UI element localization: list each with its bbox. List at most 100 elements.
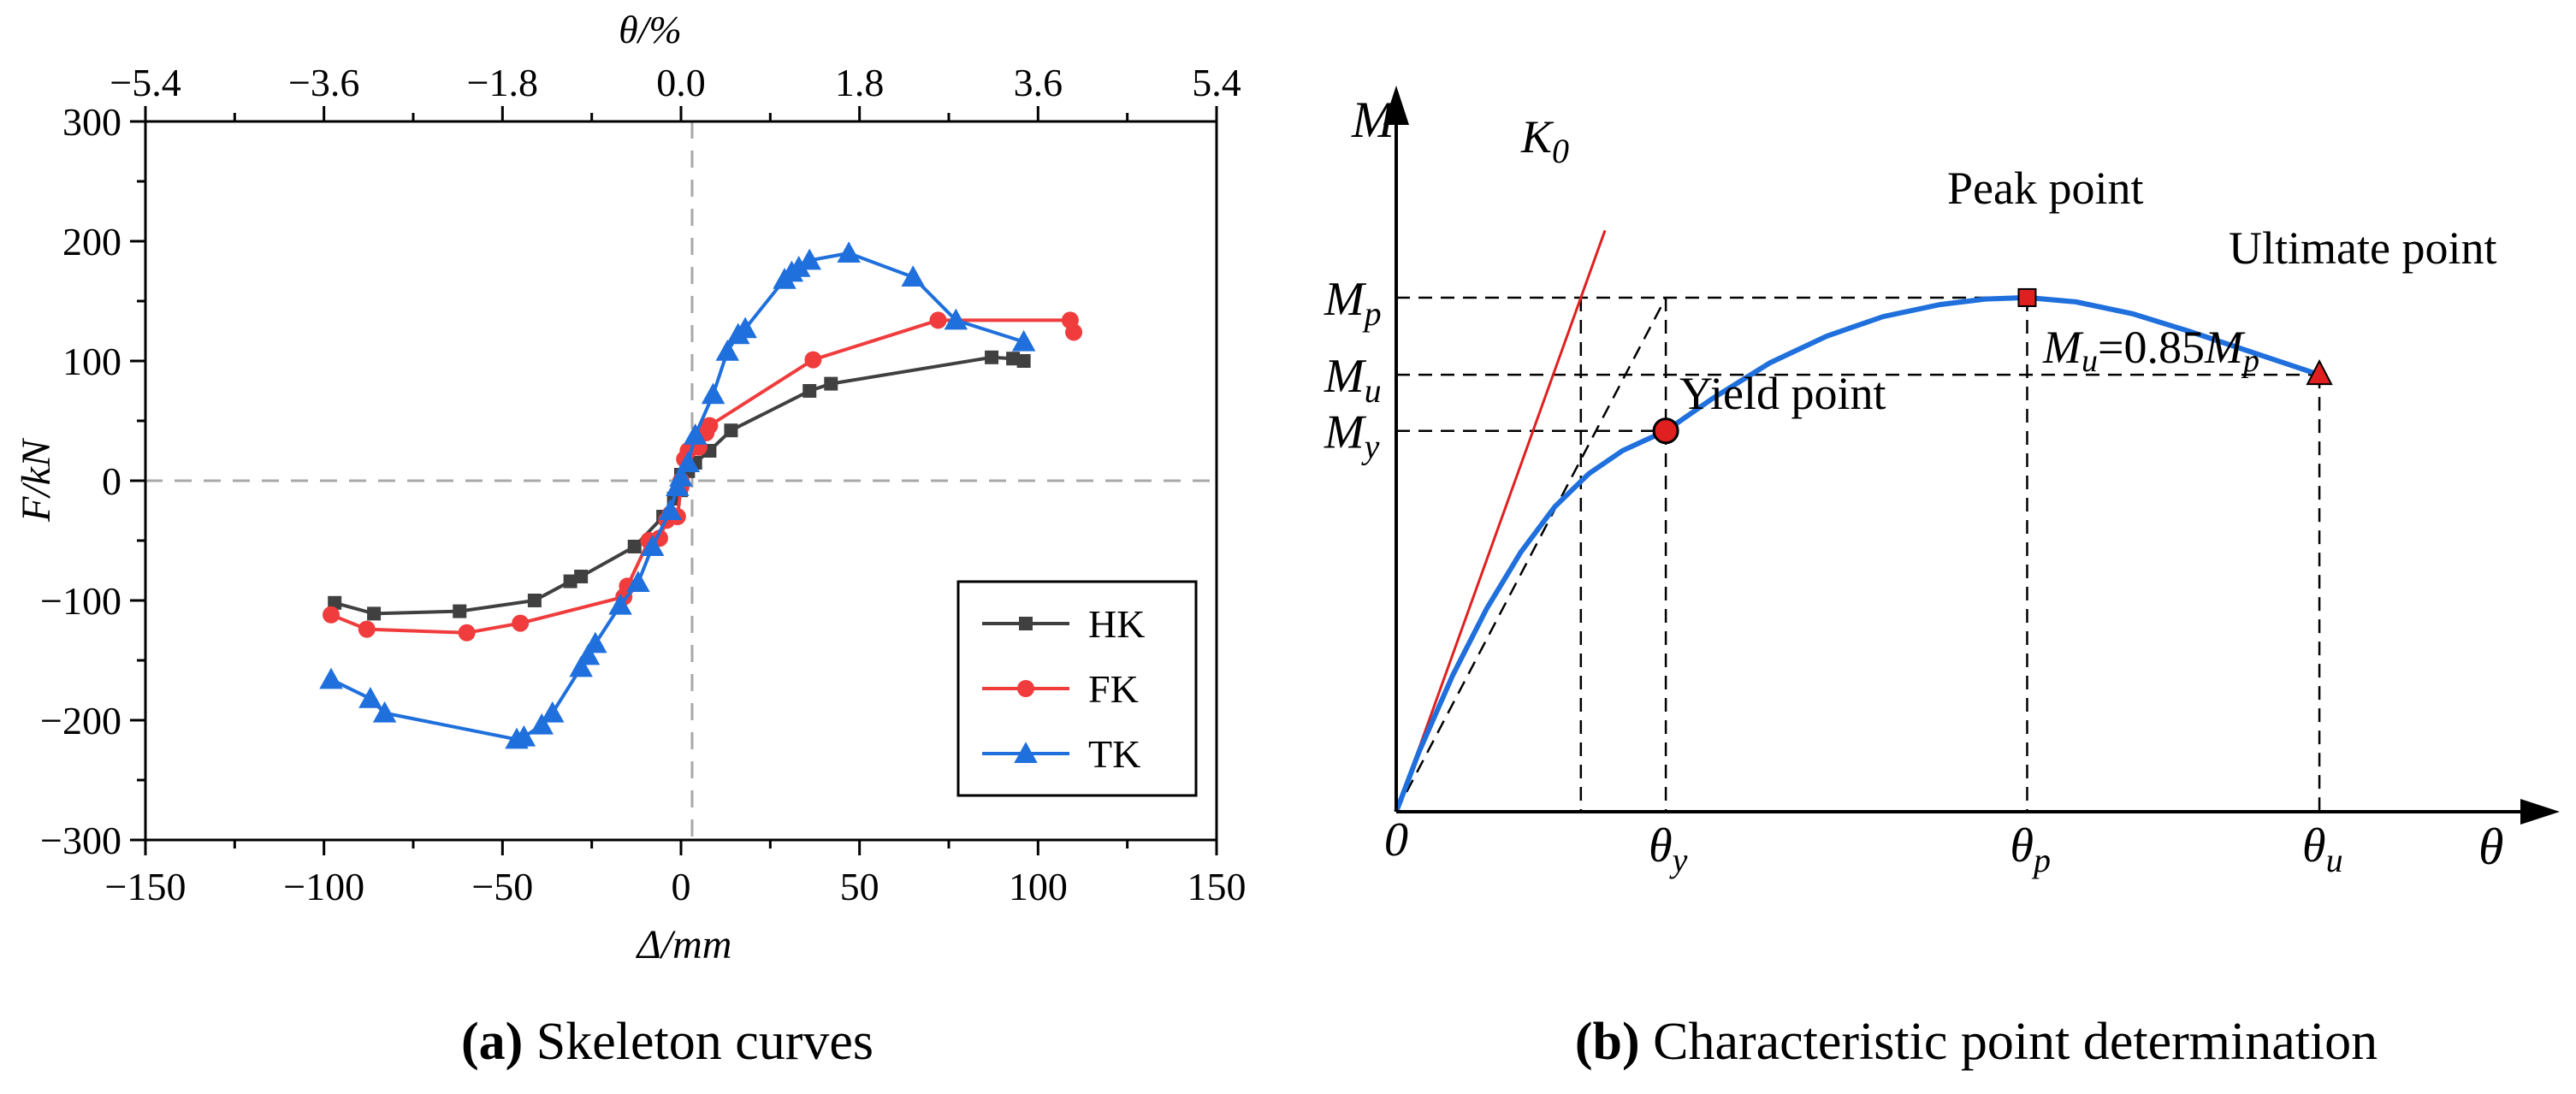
data-point-fk	[323, 606, 341, 624]
panel-a-series	[319, 241, 1083, 749]
data-point-hk	[563, 574, 577, 588]
data-point-tk	[576, 643, 601, 665]
data-point-hk	[453, 604, 467, 618]
data-point-hk	[802, 384, 817, 398]
legend: HK FK TK	[956, 580, 1198, 797]
top-tick-label: −1.8	[467, 61, 538, 104]
data-point-tk	[608, 593, 632, 615]
y-tick-label: 0	[102, 459, 121, 503]
k0-line	[1395, 229, 1607, 813]
y-tick-label: −300	[40, 819, 121, 862]
peak-point-marker	[2017, 287, 2037, 307]
data-point-fk	[701, 417, 719, 435]
data-point-tk	[786, 256, 811, 277]
data-point-hk	[1006, 352, 1021, 366]
data-point-tk	[901, 265, 926, 287]
x-tick-label: −50	[471, 865, 533, 908]
y-label-mp: Mp	[1324, 273, 1382, 333]
ultimate-point-marker	[2306, 358, 2333, 386]
panel-a-top-axis-title: θ/%	[619, 8, 682, 51]
data-point-tk	[358, 687, 382, 708]
data-point-tk	[319, 667, 343, 689]
mu-annotation-eq: =0.85	[2098, 322, 2205, 373]
mu-annotation-m: M	[2042, 322, 2084, 373]
mu-annotation-m2: M	[2204, 322, 2246, 373]
mu-annotation-sub2: p	[2241, 343, 2259, 379]
k0-sub: 0	[1552, 132, 1569, 170]
x-tick-label: −100	[283, 865, 364, 908]
y-tick-label: 200	[62, 220, 121, 263]
panel-b-markers	[1652, 287, 2333, 445]
data-point-tk	[640, 535, 665, 556]
b-y-axis-title: M	[1351, 92, 1397, 148]
y-label-main: M	[1324, 406, 1367, 459]
data-point-tk	[733, 316, 757, 339]
panel-b-lines	[1394, 229, 2321, 813]
data-point-tk	[372, 701, 397, 723]
data-point-fk	[929, 311, 947, 329]
top-tick-label: 5.4	[1192, 61, 1241, 104]
x-label-main: θ	[2010, 819, 2034, 872]
data-point-fk	[804, 351, 822, 369]
panel-a-x-axis-title: Δ/mm	[636, 922, 732, 967]
series-line-fk	[330, 318, 1075, 635]
data-point-hk	[328, 595, 342, 610]
data-point-tk	[837, 241, 861, 263]
y-label-main: M	[1324, 350, 1367, 403]
x-tick-label: 0	[672, 865, 691, 908]
x-label-sub: u	[2326, 841, 2343, 879]
legend-label-hk: HK	[1088, 602, 1145, 646]
panel-b-axes	[1383, 86, 2560, 825]
panel-a-y-axis-title: F/kN	[14, 437, 59, 523]
b-y-axis-arrow	[1383, 86, 1409, 125]
top-tick-label: 3.6	[1014, 61, 1063, 104]
y-label-sub: p	[1362, 294, 1382, 333]
x-label-sub: p	[2031, 841, 2051, 879]
legend-marker-hk	[1019, 617, 1033, 630]
k0-label: K0	[1520, 111, 1569, 170]
yield-point-marker	[1652, 417, 1679, 445]
y-label-mu: Mu	[1324, 350, 1382, 410]
x-tick-label: 150	[1187, 865, 1247, 908]
top-tick-label: 0.0	[656, 61, 706, 104]
b-origin-label: 0	[1384, 813, 1408, 866]
x-label-main: θ	[2302, 819, 2326, 872]
mu-annotation-sub1: u	[2082, 343, 2098, 379]
y-label-my: My	[1324, 406, 1380, 466]
data-point-fk	[1065, 323, 1083, 341]
b-x-axis-title: θ	[2478, 819, 2503, 875]
peak-point-label: Peak point	[1947, 163, 2143, 214]
data-point-tk	[944, 308, 968, 330]
x-tick-label: 100	[1009, 865, 1068, 908]
legend-marker-tk	[1014, 742, 1038, 763]
ultimate-point-label: Ultimate point	[2229, 222, 2496, 274]
data-point-tk	[701, 382, 725, 405]
x-label-θy: θy	[1649, 819, 1688, 879]
data-point-fk	[458, 624, 476, 642]
data-point-hk	[724, 423, 738, 438]
panel-a-ticks: −150 −100 −50 0 50 100 150 −5.4 −3.6 −1.8 0.0 1.8 3.…	[40, 61, 1246, 908]
mu-annotation: Mu=0.85Mp	[2042, 322, 2259, 379]
y-label-sub: y	[1361, 428, 1380, 466]
data-point-hk	[824, 376, 838, 391]
y-label-sub: u	[1365, 371, 1382, 410]
characteristic-curve	[1394, 294, 2321, 813]
series-fk	[323, 311, 1083, 642]
x-tick-label: −150	[105, 865, 187, 908]
top-tick-label: 1.8	[835, 61, 885, 104]
series-tk	[319, 241, 1036, 749]
b-x-axis-arrow	[2520, 799, 2560, 825]
data-point-tk	[569, 655, 593, 677]
y-tick-label: −200	[40, 699, 121, 742]
caption-b-letter: (b)	[1575, 1013, 1640, 1071]
data-point-tk	[512, 724, 536, 747]
x-label-θp: θp	[2010, 819, 2051, 879]
data-point-hk	[574, 570, 589, 583]
panel-a: −150 −100 −50 0 50 100 150 −5.4 −3.6 −1.8 0.0 1.8 3.…	[14, 8, 1247, 1071]
data-point-tk	[541, 701, 565, 723]
y-label-main: M	[1324, 273, 1367, 326]
legend-marker-fk	[1017, 680, 1034, 697]
x-label-sub: y	[1669, 841, 1688, 879]
data-point-tk	[683, 423, 708, 445]
